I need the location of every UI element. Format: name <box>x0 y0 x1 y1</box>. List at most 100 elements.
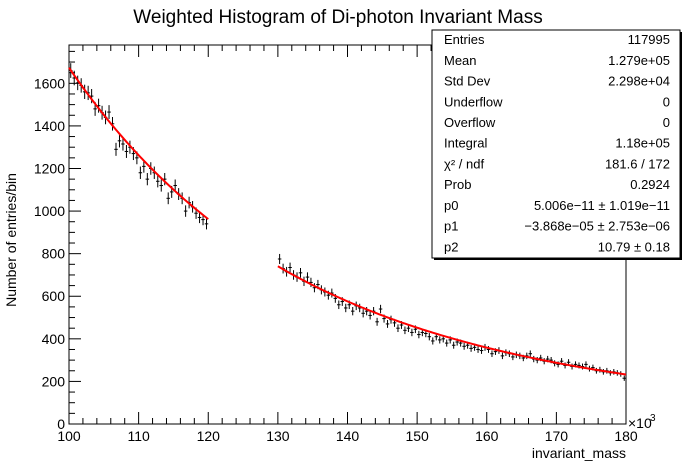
x-axis-label: invariant_mass <box>532 445 626 461</box>
data-point <box>528 350 533 358</box>
stats-value: 10.79 ± 0.18 <box>598 239 670 254</box>
data-point <box>396 324 400 333</box>
x-exponent-power: 3 <box>650 413 656 424</box>
stats-label: p1 <box>444 219 458 234</box>
data-point <box>469 345 473 352</box>
x-tick-label: 150 <box>405 428 429 444</box>
stats-label: Std Dev <box>444 74 491 89</box>
data-point <box>183 205 188 217</box>
y-tick-label: 1400 <box>34 118 65 134</box>
x-tick-label: 180 <box>614 428 638 444</box>
stats-label: Overflow <box>444 115 496 130</box>
stats-label: Entries <box>444 32 485 47</box>
data-point <box>298 268 303 278</box>
data-point <box>114 142 118 156</box>
data-point <box>337 300 341 310</box>
data-point <box>479 347 484 354</box>
data-point <box>142 160 146 173</box>
stats-value: 0 <box>663 115 670 130</box>
stats-label: χ² / ndf <box>444 156 484 171</box>
data-point <box>444 339 449 347</box>
stats-value: 117995 <box>628 32 670 47</box>
data-point <box>410 328 414 337</box>
stats-value: 0.2924 <box>630 177 670 192</box>
x-tick-label: 130 <box>266 428 290 444</box>
stats-value: 5.006e−11 ± 1.019e−11 <box>534 198 670 213</box>
y-tick-label: 200 <box>42 373 66 389</box>
fit-curve <box>68 67 627 376</box>
stats-box-frame <box>431 29 681 259</box>
y-axis: 0 200 400 600 800 1000 1200 1400 1600 <box>34 50 81 432</box>
x-tick-label: 100 <box>57 428 81 444</box>
data-point <box>431 337 435 345</box>
stats-value: 1.18e+05 <box>615 136 670 151</box>
x-tick-label: 170 <box>545 428 569 444</box>
stats-box: Entries 117995 Mean 1.279e+05 Std Dev 2.298e+… <box>431 29 682 260</box>
fit-line <box>68 67 209 220</box>
x-tick-label: 140 <box>336 428 360 444</box>
data-point <box>361 309 365 318</box>
y-tick-label: 1600 <box>34 75 65 91</box>
data-point <box>288 262 292 273</box>
data-point <box>344 303 348 313</box>
data-point <box>305 272 310 282</box>
x-exponent-label: ×10 3 <box>628 413 656 431</box>
data-point <box>584 361 588 368</box>
x-tick-label: 110 <box>127 428 150 444</box>
data-point <box>451 341 456 349</box>
y-axis-label: Number of entries/bin <box>3 173 19 307</box>
stats-value: 0 <box>663 94 670 109</box>
y-tick-label: 400 <box>42 331 66 347</box>
x-tick-label: 160 <box>475 428 499 444</box>
data-point <box>166 192 170 205</box>
data-point <box>121 137 125 151</box>
data-point <box>204 218 209 230</box>
fit-line <box>277 265 627 376</box>
y-tick-label: 800 <box>42 246 66 262</box>
data-point <box>403 326 407 335</box>
data-point <box>476 346 480 353</box>
data-point <box>350 306 355 316</box>
data-point <box>378 304 383 314</box>
y-tick-label: 0 <box>57 416 65 432</box>
y-tick-label: 600 <box>42 288 66 304</box>
chart-title: Weighted Histogram of Di-photon Invarian… <box>133 7 542 28</box>
y-tick-label: 1000 <box>34 203 65 219</box>
y-tick-label: 1200 <box>34 160 65 176</box>
data-point <box>197 211 202 224</box>
x-exponent-base: ×10 <box>628 415 652 431</box>
stats-value: 1.279e+05 <box>608 53 670 68</box>
data-point <box>368 311 372 320</box>
data-point <box>312 283 317 293</box>
data-point <box>173 179 177 192</box>
data-point <box>159 179 163 192</box>
data-point <box>117 134 122 148</box>
stats-value: −3.868e−05 ± 2.753e−06 <box>524 219 670 234</box>
stats-label: p0 <box>444 198 458 213</box>
stats-value: 2.298e+04 <box>608 74 670 89</box>
stats-label: Prob <box>444 177 471 192</box>
x-axis: 100 110 120 130 140 150 160 170 180 <box>57 45 638 444</box>
stats-value: 181.6 / 172 <box>605 156 670 171</box>
stats-label: Underflow <box>444 94 503 109</box>
data-point <box>277 253 282 265</box>
data-point <box>462 342 466 350</box>
data-point <box>156 175 160 188</box>
x-tick-label: 120 <box>197 428 221 444</box>
data-point <box>124 144 129 158</box>
data-point <box>438 336 442 344</box>
data-point <box>375 317 379 326</box>
data-point <box>385 320 390 328</box>
data-point <box>427 333 432 341</box>
data-point <box>500 352 505 360</box>
stats-label: Mean <box>444 53 477 68</box>
data-point <box>490 350 494 358</box>
data-point <box>309 277 313 288</box>
stats-label: Integral <box>444 136 487 151</box>
stats-label: p2 <box>444 239 458 254</box>
data-point <box>107 105 111 119</box>
data-point <box>622 375 626 381</box>
data-point <box>138 166 143 179</box>
data-point <box>417 330 421 339</box>
